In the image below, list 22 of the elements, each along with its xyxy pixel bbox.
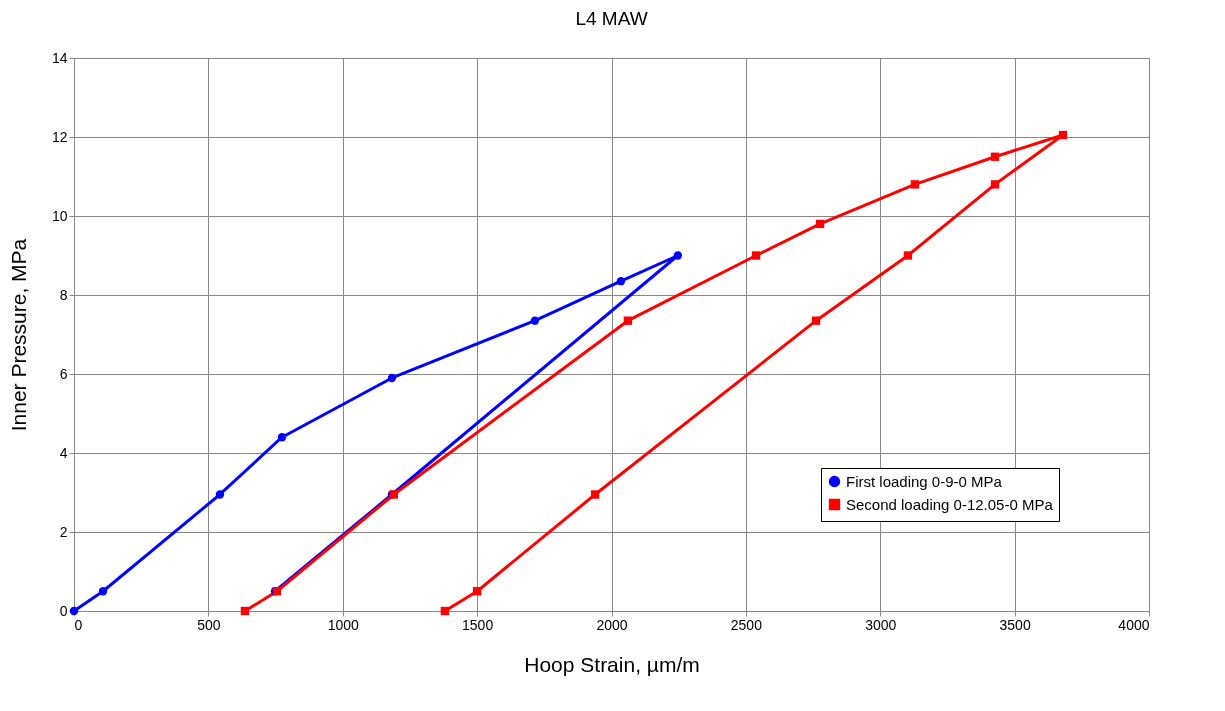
y-axis-title: Inner Pressure, MPa <box>6 238 30 432</box>
legend-label: Second loading 0-12.05-0 MPa <box>846 495 1054 513</box>
y-tick-label: 6 <box>59 365 68 382</box>
x-tick-label: 2500 <box>730 616 763 633</box>
y-tick-label: 4 <box>59 444 68 461</box>
x-tick-label: 3000 <box>865 616 897 633</box>
y-tick-label: 10 <box>51 207 68 224</box>
y-tick-label: 8 <box>59 286 68 303</box>
x-tick-label: 1000 <box>327 616 360 633</box>
legend-label: First loading 0-9-0 MPa <box>846 472 1003 490</box>
x-axis-title: Hoop Strain, µm/m <box>524 652 700 676</box>
y-tick-label: 2 <box>59 523 68 540</box>
x-tick-label: 500 <box>197 616 221 633</box>
x-tick-label: 4000 <box>1118 616 1150 633</box>
x-tick-label: 1500 <box>462 616 494 633</box>
y-tick-label: 14 <box>51 49 68 66</box>
y-tick-label: 0 <box>59 602 68 619</box>
x-tick-label: 2000 <box>596 616 628 633</box>
x-tick-label: 0 <box>74 616 83 633</box>
y-tick-label: 12 <box>51 128 68 145</box>
x-tick-label: 3500 <box>999 616 1031 633</box>
chart-title: L4 MAW <box>575 8 648 29</box>
